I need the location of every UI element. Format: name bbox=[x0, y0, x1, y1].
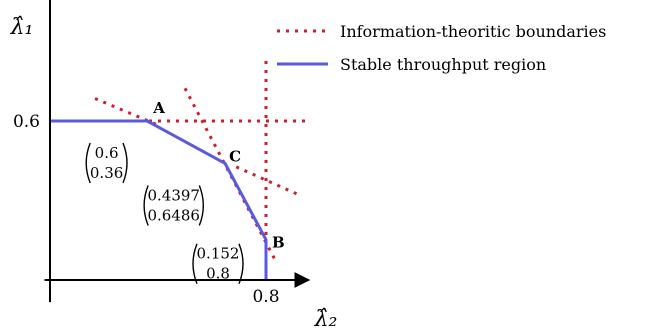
boundary-line-4 bbox=[235, 165, 300, 197]
left-paren bbox=[192, 243, 198, 284]
information-boundaries bbox=[50, 56, 308, 280]
point-vector: 0.6 0.36 bbox=[85, 142, 128, 184]
point-b: B 0.152 0.8 bbox=[192, 234, 285, 284]
legend-label-stable: Stable throughput region bbox=[340, 55, 546, 74]
point-label: B bbox=[272, 234, 285, 252]
point-c: C 0.4397 0.6486 bbox=[143, 147, 241, 226]
x-tick-label: 0.8 bbox=[252, 287, 279, 307]
vector-top: 0.152 bbox=[197, 245, 240, 263]
vector-top: 0.4397 bbox=[147, 186, 200, 204]
x-axis-label: λ̂₂ bbox=[314, 307, 338, 331]
legend: Information-theoritic boundaries Stable … bbox=[277, 22, 606, 74]
y-tick-label: 0.6 bbox=[13, 112, 40, 132]
y-axis-label: λ̂₁ bbox=[10, 15, 34, 40]
point-a: A 0.6 0.36 bbox=[85, 99, 165, 184]
right-paren bbox=[238, 243, 244, 284]
point-vector: 0.152 0.8 bbox=[192, 243, 244, 284]
stable-region bbox=[50, 119, 268, 280]
left-paren bbox=[85, 142, 91, 184]
point-label: A bbox=[152, 99, 165, 117]
vector-top: 0.6 bbox=[95, 144, 119, 162]
right-paren bbox=[122, 142, 128, 184]
point-vector: 0.4397 0.6486 bbox=[143, 185, 205, 226]
vector-bottom: 0.36 bbox=[90, 164, 123, 182]
vector-bottom: 0.6486 bbox=[147, 206, 200, 224]
legend-label-boundaries: Information-theoritic boundaries bbox=[340, 22, 606, 41]
vector-bottom: 0.8 bbox=[206, 265, 230, 283]
stable-region-line bbox=[50, 119, 268, 280]
left-paren bbox=[143, 185, 149, 226]
annotations: A 0.6 0.36 C 0.4397 0.6486 B 0.152 0.8 bbox=[85, 99, 285, 284]
right-paren bbox=[198, 185, 205, 226]
point-label: C bbox=[229, 147, 241, 165]
